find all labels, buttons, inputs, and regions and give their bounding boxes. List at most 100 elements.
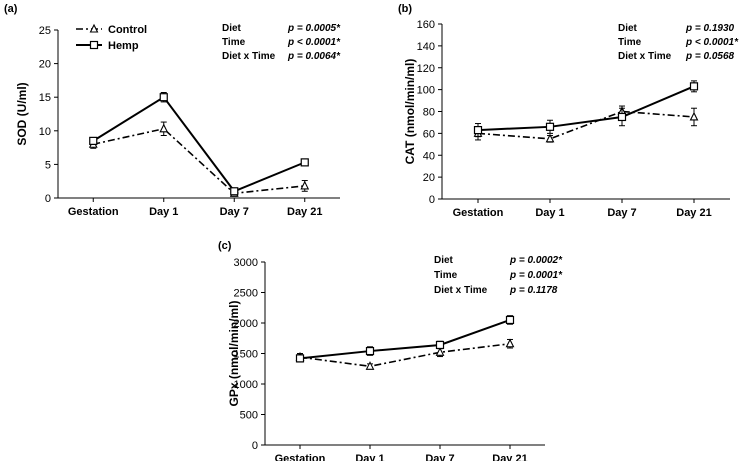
y-axis-label: SOD (U/ml) [15,82,29,145]
x-tick-label: Day 1 [149,206,178,218]
panel-label: (b) [398,3,412,15]
data-point [159,123,169,133]
series-hemp [89,91,309,196]
stats-annotation: Diet p = 0.1930 Time p < 0.0001* Diet x Time… [618,23,739,62]
data-point [365,346,375,356]
y-tick-label: 0 [252,440,258,452]
y-axis-label: CAT (nmol/min/ml) [403,59,417,165]
data-point [230,187,239,196]
series-hemp [295,315,515,363]
x-tick-label: Day 1 [355,453,384,461]
chart-2: 0 20 40 60 80 100 120 140 160 Gestation Day 1 Day 7… [398,3,739,219]
y-tick-label: 1000 [234,379,258,391]
panel-label: (c) [218,240,232,252]
x-tick-label: Day 21 [287,206,322,218]
legend: Control Hemp [76,23,147,52]
stat-label: Diet [434,255,454,266]
x-tick-label: Day 7 [607,207,636,219]
stat-pvalue: p = 0.0064* [287,51,341,62]
y-tick-label: 0 [429,194,435,206]
x-tick-label: Day 1 [535,207,564,219]
y-tick-label: 120 [417,63,435,75]
x-tick-label: Gestation [453,207,504,219]
y-tick-label: 1500 [234,349,258,361]
y-axis-label: GPx (nmol/min/ml) [227,300,241,406]
data-point [295,354,305,363]
y-tick-label: 100 [417,85,435,97]
series-line [299,342,511,368]
stat-pvalue: p = 0.0001* [509,270,563,281]
y-tick-label: 160 [417,19,435,31]
stat-pvalue: p < 0.0001* [287,37,341,48]
y-tick-label: 3000 [234,257,258,269]
series-control [88,121,310,197]
data-point [159,93,168,102]
series-hemp [473,80,699,138]
series-line [477,85,695,132]
series-line [299,319,511,360]
series-line [92,95,306,193]
chart-1: 0 5 10 15 20 25 Gestation Day 1 Day 7 Day 21 SOD (… [4,3,341,218]
stat-pvalue: p = 0.0568 [685,51,735,62]
legend-marker [89,23,99,33]
stat-label: Diet x Time [222,51,276,62]
stat-label: Diet [222,23,242,34]
panel-label: (a) [4,3,18,15]
data-point [505,315,515,325]
data-point [435,347,445,356]
y-tick-label: 40 [423,150,435,162]
stat-label: Diet [618,23,638,34]
x-tick-label: Gestation [68,206,119,218]
legend-marker [89,40,99,50]
stat-pvalue: p < 0.0001* [685,37,739,48]
data-point [689,82,699,91]
data-point [435,340,445,350]
legend-label: Hemp [108,40,139,52]
data-point [689,111,699,121]
data-point [89,136,98,145]
stat-pvalue: p = 0.0002* [509,255,563,266]
stats-annotation: Diet p = 0.0002* Time p = 0.0001* Diet x Tim… [434,255,563,296]
y-tick-label: 2000 [234,318,258,330]
stat-label: Diet x Time [434,285,488,296]
x-tick-label: Day 21 [676,207,711,219]
y-tick-label: 20 [423,172,435,184]
stat-label: Time [222,37,246,48]
series-line [93,127,305,195]
stat-label: Time [434,270,458,281]
legend-label: Control [108,24,147,36]
y-tick-label: 15 [39,92,51,104]
y-tick-label: 10 [39,126,51,138]
y-tick-label: 140 [417,41,435,53]
y-tick-label: 5 [45,159,51,171]
stats-annotation: Diet p = 0.0005* Time p < 0.0001* Diet x Tim… [222,23,341,62]
stat-pvalue: p = 0.1178 [509,285,558,296]
stat-label: Time [618,37,642,48]
y-tick-label: 0 [45,193,51,205]
data-point [617,112,627,122]
y-tick-label: 20 [39,59,51,71]
data-point [545,122,555,131]
data-point [300,158,309,167]
y-tick-label: 500 [240,410,258,422]
stat-pvalue: p = 0.0005* [287,23,341,34]
stat-pvalue: p = 0.1930 [685,23,735,34]
x-tick-label: Day 7 [425,453,454,461]
y-tick-label: 25 [39,25,51,37]
y-tick-label: 2500 [234,288,258,300]
x-tick-label: Gestation [275,453,326,461]
stat-label: Diet x Time [618,51,672,62]
x-tick-label: Day 7 [220,206,249,218]
y-tick-label: 80 [423,107,435,119]
data-point [473,125,483,135]
data-point [300,180,310,190]
chart-3: 0 500 1000 1500 2000 2500 3000 Gestation Day 1 Da… [218,240,563,465]
data-point [545,133,555,143]
y-tick-label: 60 [423,128,435,140]
data-point [365,361,375,370]
x-tick-label: Day 21 [492,453,527,461]
series-control [473,105,699,143]
data-point [505,338,515,348]
series-line [477,110,695,140]
